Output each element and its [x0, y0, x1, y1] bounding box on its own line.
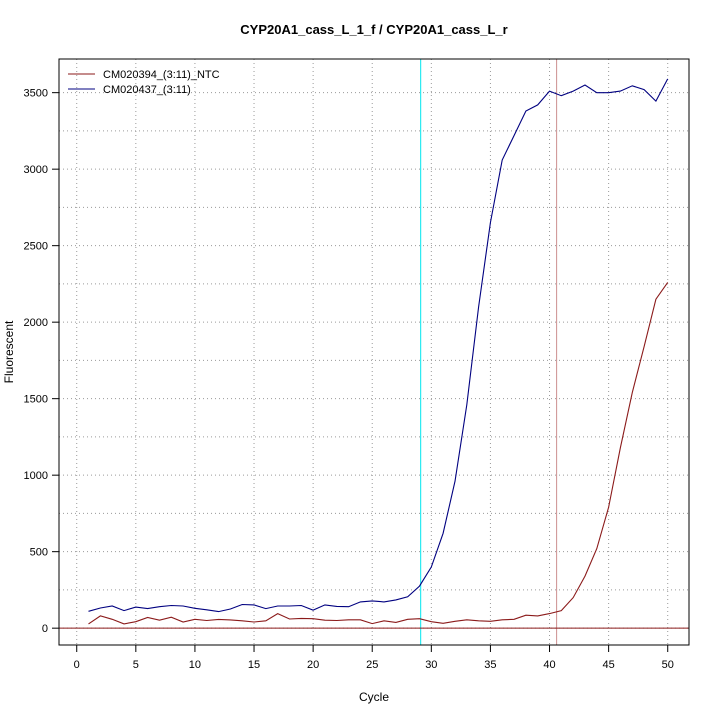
y-tick-label: 1500 — [24, 394, 48, 406]
legend-entry: CM020437_(3:11) — [103, 84, 191, 96]
y-axis: 0 500 1000 1500 2000 2500 3000 3500 — [24, 88, 60, 635]
y-tick-label: 2500 — [24, 241, 48, 253]
series-line-1 — [88, 282, 669, 625]
reference-lines — [59, 59, 689, 645]
y-tick-label: 3000 — [24, 164, 48, 176]
x-tick-label: 10 — [189, 659, 201, 671]
x-tick-label: 50 — [662, 659, 674, 671]
y-axis-label: Fluorescent — [2, 320, 16, 383]
vertical-grid — [76, 59, 669, 645]
x-tick-label: 45 — [602, 659, 614, 671]
x-tick-label: 30 — [425, 659, 437, 671]
y-tick-label: 3500 — [24, 88, 48, 100]
y-tick-label: 1000 — [24, 470, 48, 482]
plot-frame — [58, 58, 690, 646]
x-tick-label: 20 — [307, 659, 319, 671]
chart-title: CYP20A1_cass_L_1_f / CYP20A1_cass_L_r — [240, 22, 507, 37]
legend-entry: CM020394_(3:11)_NTC — [103, 69, 220, 81]
y-tick-label: 500 — [30, 547, 48, 559]
x-axis-label: Cycle — [359, 690, 389, 704]
y-tick-label: 0 — [42, 623, 48, 635]
x-tick-label: 25 — [366, 659, 378, 671]
y-tick-label: 2000 — [24, 317, 48, 329]
x-tick-label: 0 — [74, 659, 80, 671]
series-layer — [88, 78, 669, 625]
series-line-2 — [88, 78, 669, 613]
legend: CM020394_(3:11)_NTC CM020437_(3:11) — [68, 69, 220, 96]
x-axis: 0 5 10 15 20 25 30 35 40 45 50 — [74, 644, 674, 671]
x-tick-label: 5 — [133, 659, 139, 671]
x-tick-label: 35 — [484, 659, 496, 671]
horizontal-grid — [59, 92, 689, 629]
x-tick-label: 40 — [543, 659, 555, 671]
x-tick-label: 15 — [248, 659, 260, 671]
